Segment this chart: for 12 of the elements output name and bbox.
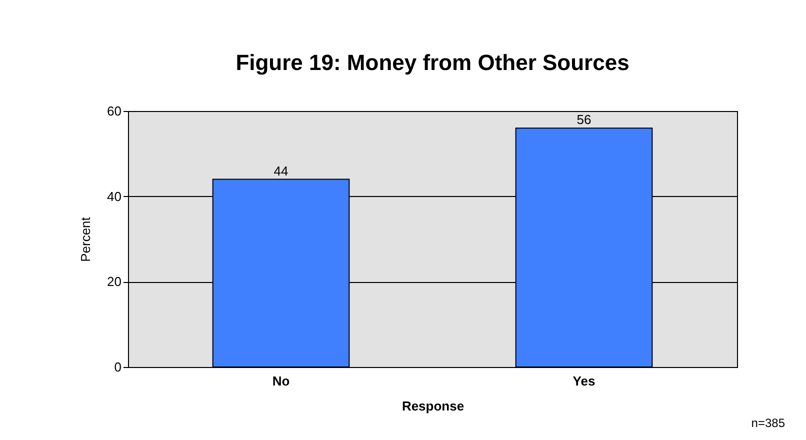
y-tick-label: 20 <box>107 274 122 290</box>
x-tick-label: No <box>272 374 290 388</box>
data-label: 44 <box>274 163 288 178</box>
x-tick-label: Yes <box>572 374 596 388</box>
text: n=385 <box>751 416 786 430</box>
y-tick-label: 0 <box>114 360 122 374</box>
x-axis-title: Response <box>402 398 464 414</box>
y-tick-label: 40 <box>107 188 122 204</box>
data-label: 56 <box>576 112 592 128</box>
y-axis-title: Percent <box>78 216 94 262</box>
chart-title: Figure 19: Money from Other Sources <box>236 50 630 75</box>
y-tick-label: 60 <box>107 104 122 118</box>
